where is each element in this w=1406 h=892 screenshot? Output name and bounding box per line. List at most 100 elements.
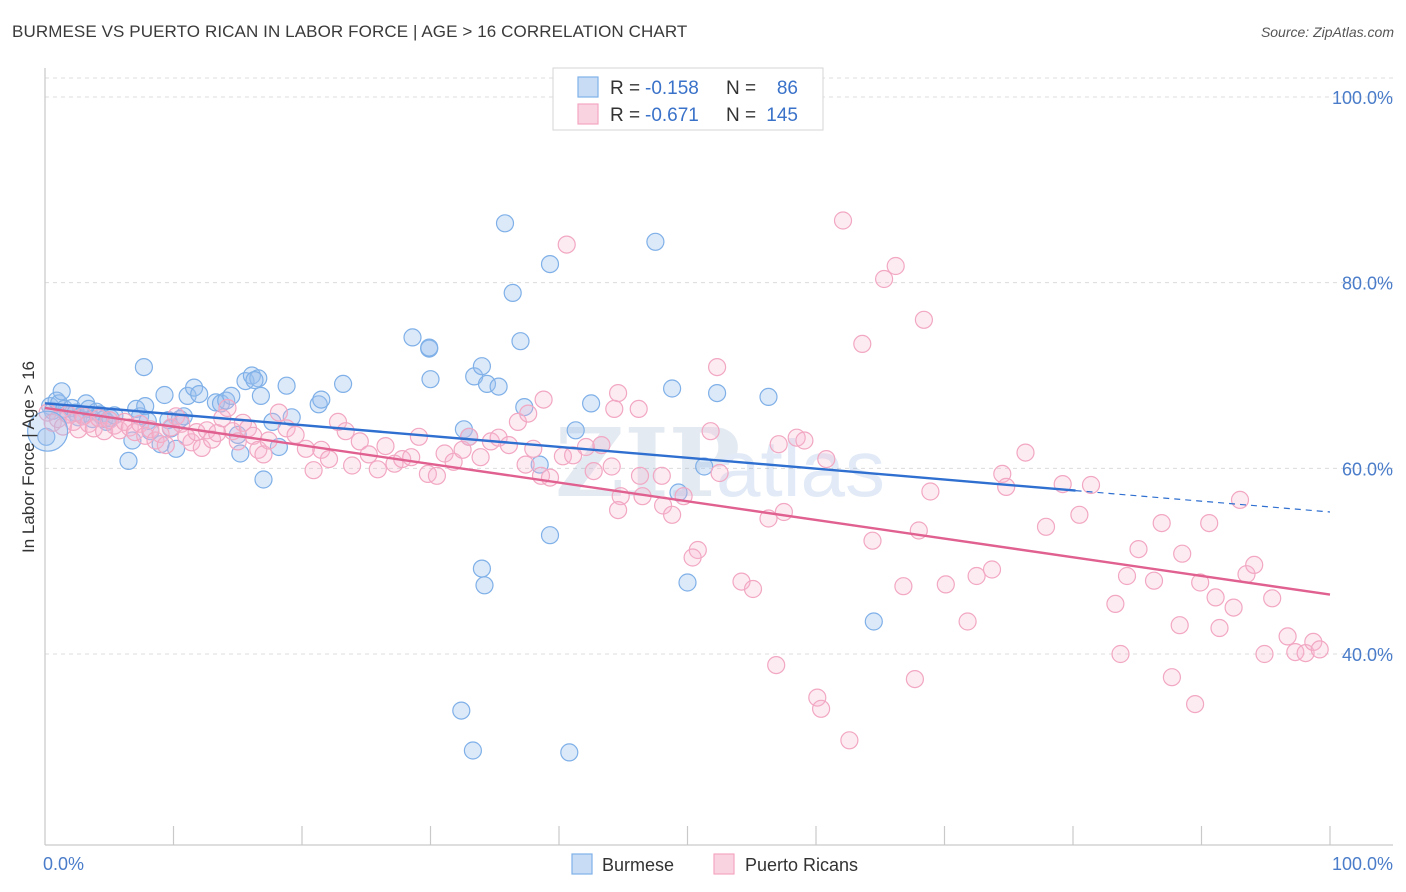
watermark-zip: ZIP — [555, 408, 740, 519]
y-tick-labels: 40.0% 60.0% 80.0% 100.0% — [1332, 88, 1393, 665]
point-puerto-ricans — [471, 448, 490, 467]
bottom-legend-swatch-burmese — [571, 853, 593, 875]
chart-title: BURMESE VS PUERTO RICAN IN LABOR FORCE |… — [12, 22, 688, 41]
y-tick-label: 60.0% — [1342, 459, 1393, 479]
point-puerto-ricans — [296, 439, 315, 458]
point-puerto-ricans — [769, 435, 788, 454]
point-puerto-ricans — [1310, 640, 1329, 659]
point-puerto-ricans — [350, 432, 369, 451]
point-burmese — [495, 214, 515, 233]
point-puerto-ricans — [376, 437, 395, 456]
point-puerto-ricans — [328, 412, 348, 431]
legend-r-value-puerto-ricans: -0.671 — [645, 105, 699, 126]
point-puerto-ricans — [1191, 573, 1210, 592]
point-puerto-ricans — [1200, 513, 1219, 533]
point-burmese — [134, 358, 153, 377]
point-puerto-ricans — [853, 334, 872, 353]
legend-n-label-puerto-ricans: N = — [726, 105, 756, 126]
y-axis-title: In Labor Force | Age > 16 — [19, 361, 38, 553]
point-puerto-ricans — [629, 399, 648, 418]
trend-line-burmese — [44, 402, 1076, 492]
point-puerto-ricans — [833, 211, 853, 230]
source-credit: Source: ZipAtlas.com — [1260, 24, 1394, 40]
point-burmese — [566, 421, 585, 440]
legend-n-label-burmese: N = — [726, 78, 756, 99]
point-puerto-ricans — [1081, 475, 1101, 495]
point-puerto-ricans — [1185, 694, 1205, 714]
point-burmese — [334, 374, 353, 393]
point-burmese — [277, 376, 296, 395]
point-puerto-ricans — [319, 450, 339, 469]
point-burmese — [254, 470, 273, 489]
point-puerto-ricans — [269, 403, 288, 422]
point-burmese — [119, 451, 138, 470]
point-burmese — [678, 573, 697, 592]
series-legend: Burmese Puerto Ricans — [571, 853, 858, 875]
point-puerto-ricans — [605, 399, 624, 418]
point-burmese — [155, 385, 174, 405]
point-puerto-ricans — [94, 422, 114, 441]
x-axis-ticks — [172, 826, 1331, 845]
y-tick-label: 80.0% — [1342, 274, 1393, 294]
point-puerto-ricans — [921, 482, 940, 501]
point-burmese — [707, 384, 727, 403]
point-puerto-ricans — [1129, 539, 1148, 559]
legend-n-value-burmese: 86 — [777, 78, 798, 99]
y-tick-label: 100.0% — [1332, 88, 1393, 108]
point-puerto-ricans — [1106, 594, 1125, 614]
trend-lines — [44, 402, 1331, 596]
point-burmese — [251, 386, 270, 405]
point-puerto-ricans — [1245, 555, 1264, 575]
point-puerto-ricans — [811, 699, 831, 718]
point-burmese — [662, 379, 682, 398]
point-puerto-ricans — [767, 655, 786, 675]
legend-swatch-burmese — [577, 76, 599, 98]
x-tick-label-min: 0.0% — [43, 854, 84, 874]
point-puerto-ricans — [602, 457, 621, 476]
point-puerto-ricans — [743, 579, 763, 599]
bottom-legend-label-burmese: Burmese — [602, 855, 674, 875]
point-puerto-ricans — [1170, 616, 1189, 635]
point-puerto-ricans — [1206, 588, 1225, 607]
point-puerto-ricans — [1036, 517, 1056, 536]
point-burmese — [646, 232, 665, 251]
legend-r-label-burmese: R = — [610, 78, 640, 99]
point-burmese — [420, 338, 439, 357]
point-puerto-ricans — [710, 463, 729, 483]
point-burmese-cluster — [26, 410, 69, 452]
point-puerto-ricans — [840, 731, 859, 750]
point-puerto-ricans — [304, 461, 323, 480]
point-burmese — [489, 377, 508, 396]
point-puerto-ricans — [701, 422, 720, 441]
point-puerto-ricans — [1117, 566, 1137, 586]
legend-swatch-puerto-ricans — [577, 103, 599, 125]
point-burmese — [309, 395, 328, 414]
bottom-legend-swatch-puerto-ricans — [713, 853, 735, 875]
point-burmese — [222, 386, 241, 405]
point-burmese — [560, 743, 579, 762]
point-puerto-ricans — [817, 450, 836, 469]
point-puerto-ricans — [343, 456, 362, 475]
point-puerto-ricans — [534, 390, 553, 409]
point-puerto-ricans — [795, 431, 814, 450]
point-puerto-ricans — [886, 256, 905, 276]
legend-r-label-puerto-ricans: R = — [610, 105, 640, 126]
x-tick-label-max: 100.0% — [1332, 854, 1393, 874]
point-burmese — [511, 332, 530, 351]
point-puerto-ricans — [427, 466, 446, 485]
point-burmese — [503, 283, 522, 302]
point-puerto-ricans — [409, 427, 428, 446]
point-puerto-ricans — [997, 477, 1016, 496]
point-burmese — [452, 701, 471, 720]
point-puerto-ricans — [584, 462, 603, 481]
point-puerto-ricans — [1210, 618, 1229, 638]
point-puerto-ricans — [936, 575, 955, 594]
point-puerto-ricans — [84, 419, 103, 438]
point-burmese — [864, 612, 883, 631]
y-tick-label: 40.0% — [1342, 645, 1393, 665]
point-puerto-ricans — [182, 433, 201, 452]
point-burmese — [472, 559, 491, 578]
point-puerto-ricans — [958, 612, 977, 631]
point-puerto-ricans — [1144, 571, 1164, 590]
